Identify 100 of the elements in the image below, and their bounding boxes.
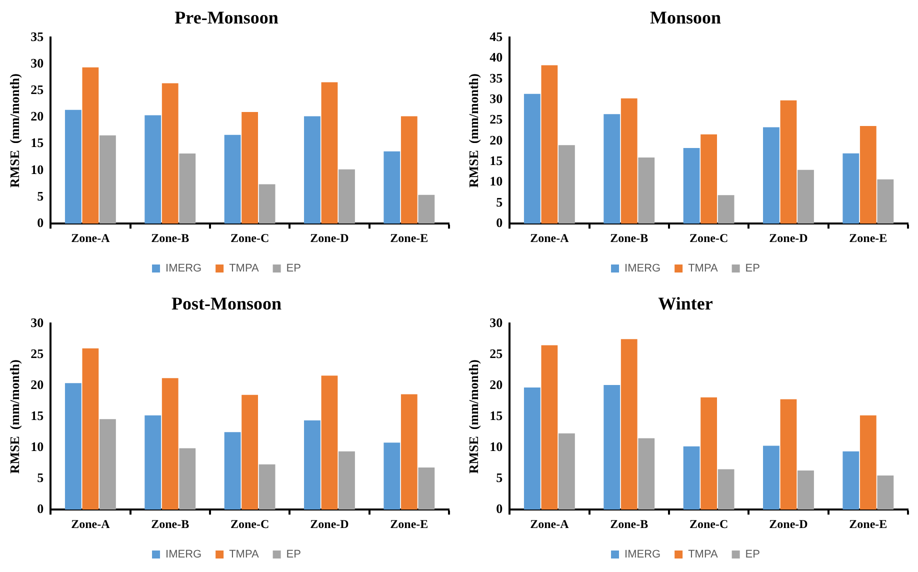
bar [100,419,116,510]
y-tick-label: 25 [490,346,504,361]
bar [258,464,276,510]
y-tick-label: 30 [490,90,503,106]
bar [798,170,814,224]
y-tick-label: 10 [30,438,44,454]
x-tick-label: Zone-D [310,230,350,245]
legend-label: EP [745,262,760,275]
bar [638,438,655,510]
y-tick-label: 30 [30,314,44,330]
x-tick-label: Zone-C [230,516,270,531]
y-tick-label: 0 [496,214,503,230]
y-tick-label: 15 [30,408,44,423]
bar [162,378,178,510]
bar [683,148,700,224]
bar [64,110,82,224]
y-tick-label: 25 [30,82,44,98]
y-tick-label: 15 [490,408,504,423]
bar [780,100,797,224]
bar [418,194,435,224]
y-tick-label: 15 [490,152,504,168]
bar [100,135,116,224]
bar [304,420,320,510]
y-tick-label: 0 [37,500,44,516]
bar [82,67,99,224]
y-tick-label: 25 [30,346,44,361]
y-axis-title: RMSE (mm/month) [7,360,22,474]
bar [763,446,780,510]
y-tick-label: 40 [490,50,503,65]
x-tick-label: Zone-B [610,516,648,531]
y-tick-label: 20 [490,376,503,392]
bar [683,446,700,510]
bar [604,114,620,224]
bar [620,98,638,224]
y-tick-label: 20 [30,108,44,124]
bar [860,126,876,224]
bar [224,432,241,510]
bar [144,115,162,224]
legend-label: IMERG [624,548,661,561]
bar [524,94,540,224]
legend-label: EP [286,548,301,561]
legend-label: IMERG [166,262,202,275]
y-tick-label: 0 [37,214,44,230]
bar [798,470,814,510]
bar [620,339,638,510]
bar [82,348,99,510]
bar [842,153,860,224]
legend-label: EP [745,548,760,561]
bar [700,397,717,510]
bar [780,399,797,510]
x-tick-label: Zone-A [530,516,570,531]
bar [384,442,400,510]
x-tick-label: Zone-A [71,230,110,245]
bar [304,116,320,224]
bar [860,415,876,510]
x-tick-label: Zone-E [390,516,428,531]
bar [384,151,400,224]
y-tick-label: 5 [37,470,44,485]
x-tick-label: Zone-B [151,516,190,531]
legend-label: IMERG [624,262,661,275]
y-tick-label: 30 [490,314,503,330]
bar [418,467,435,510]
x-tick-label: Zone-D [769,516,808,531]
bar [179,448,196,510]
chart-title: Pre-Monsoon [174,7,278,28]
y-tick-label: 30 [30,56,44,71]
bar [321,82,338,224]
x-tick-label: Zone-E [390,230,428,245]
bar [321,376,338,510]
bar [338,169,355,224]
y-tick-label: 15 [30,135,44,150]
x-tick-label: Zone-C [689,516,728,531]
y-tick-label: 20 [490,132,503,148]
x-tick-label: Zone-D [769,230,808,245]
bar [144,415,162,510]
legend-label: TMPA [229,262,260,275]
bar [877,179,894,224]
y-tick-label: 35 [30,28,44,44]
bar [224,134,241,224]
x-tick-label: Zone-B [151,230,190,245]
bar [179,153,196,224]
y-tick-label: 45 [490,28,504,44]
chart-title: Monsoon [650,7,722,28]
y-axis-title: RMSE (mm/month) [466,74,482,188]
bar [400,394,418,510]
x-tick-label: Zone-E [849,516,888,531]
bar [242,112,258,224]
x-tick-label: Zone-B [610,230,648,245]
bar [842,451,860,510]
y-axis-title: RMSE (mm/month) [7,74,22,188]
bar [64,383,82,510]
x-tick-label: Zone-C [230,230,270,245]
legend-label: TMPA [229,548,260,561]
x-tick-label: Zone-A [71,516,110,531]
x-tick-label: Zone-D [310,516,350,531]
y-tick-label: 0 [496,500,503,516]
legend-label: EP [286,262,301,275]
bar [604,384,620,510]
y-axis-title: RMSE (mm/month) [466,360,482,474]
bar [541,65,558,224]
